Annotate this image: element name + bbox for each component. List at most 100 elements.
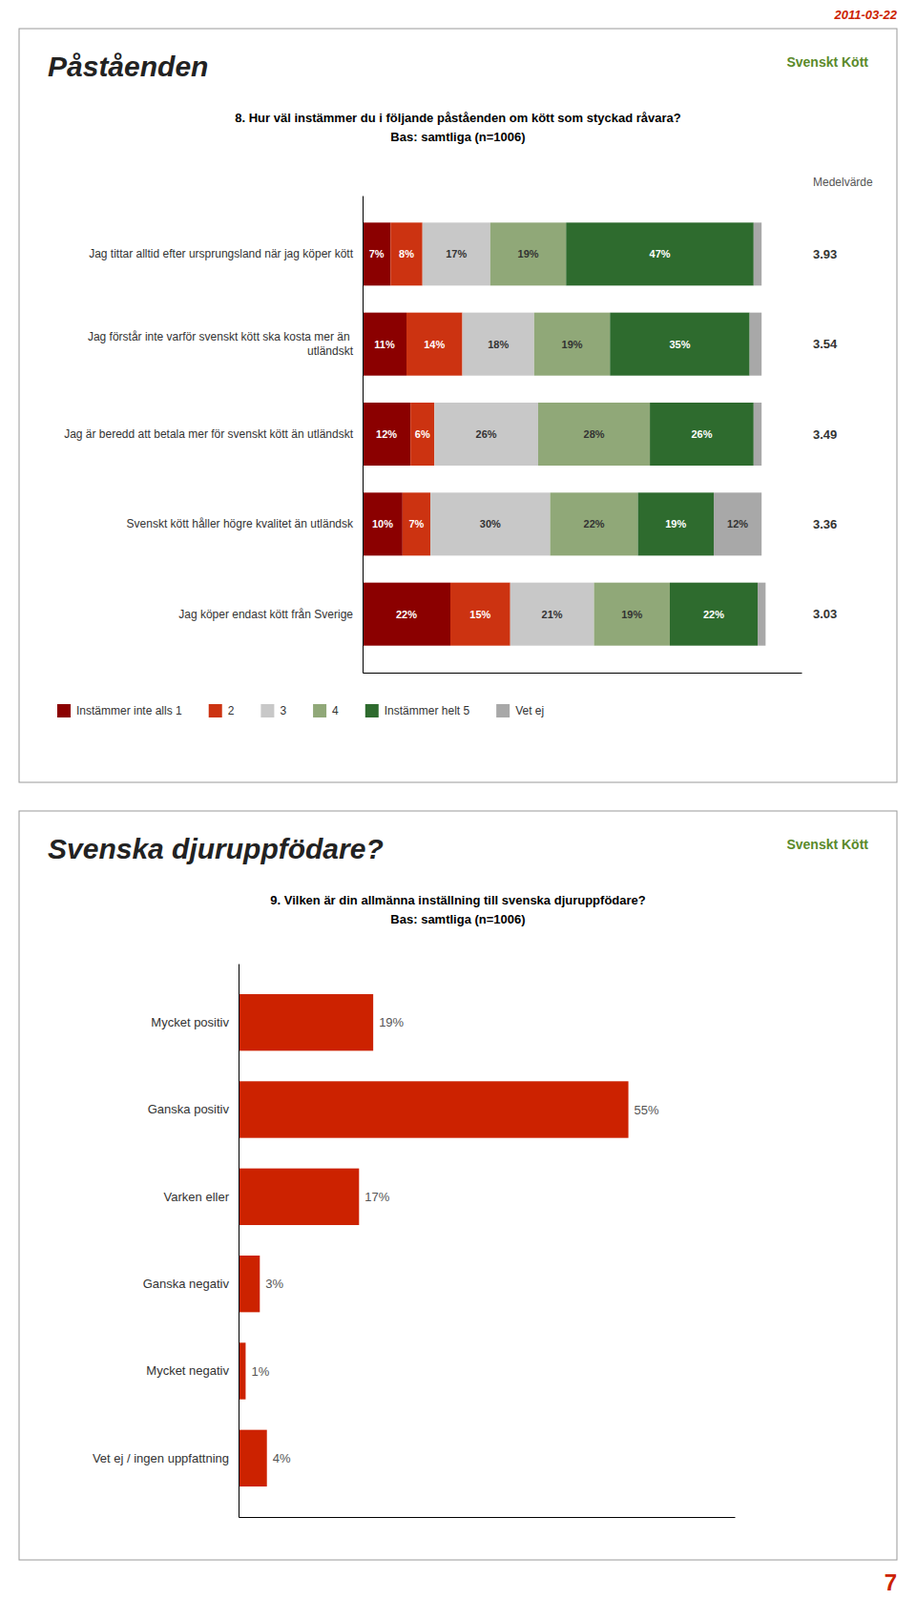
tick-label: Varken eller (164, 1188, 230, 1204)
data-label: 7% (409, 518, 425, 530)
tick-label: Jag är beredd att betala mer för svenskt… (63, 427, 354, 441)
legend-item: Vet ej (496, 704, 544, 718)
bar-segment (749, 312, 763, 376)
tick-label: Mycket positiv (150, 1015, 229, 1030)
bar-segment (410, 402, 435, 466)
tick: Jag är beredd att betala mer för svenskt… (63, 427, 363, 441)
tick-label: Jag tittar alltid efter ursprungsland nä… (88, 247, 354, 261)
tick: Svenskt kött håller högre kvalitet än ut… (126, 517, 363, 531)
x-axis-line (363, 672, 803, 674)
bar-segment (490, 222, 566, 286)
subtitle: 8. Hur väl instämmer du i följande påstå… (234, 110, 681, 125)
bar (238, 994, 374, 1051)
bar-segment (362, 312, 407, 376)
tick-label: Mycket negativ (145, 1363, 229, 1378)
tick: Mycket negativ (145, 1363, 239, 1378)
tick-label: Vet ej / ingen uppfattning (92, 1451, 229, 1466)
legend-swatch (260, 704, 274, 718)
mean-label: 3.03 (812, 606, 837, 622)
tick-label: Jag förstår inte varför svenskt kött ska… (87, 330, 354, 357)
data-label: 7% (369, 248, 385, 260)
tick-label: Ganska positiv (147, 1102, 230, 1117)
bar-segment (362, 402, 411, 466)
subtitle: Bas: samtliga (n=1006) (390, 129, 525, 145)
data-label: 1% (250, 1364, 270, 1379)
y-axis-line (362, 196, 364, 674)
data-label: 30% (479, 518, 501, 530)
tick: Jag förstår inte varför svenskt kött ska… (87, 330, 363, 357)
data-label: 22% (395, 608, 417, 621)
tick: Vet ej / ingen uppfattning (92, 1451, 239, 1466)
x-axis (363, 672, 803, 674)
legend-item: 4 (312, 704, 339, 718)
mean-label: 3.93 (812, 247, 837, 262)
tick-label: Svenskt kött håller högre kvalitet än ut… (126, 517, 354, 531)
legend-swatch (365, 704, 379, 718)
bar-segment (753, 222, 762, 286)
legend-swatch (208, 704, 223, 718)
bar-segment (510, 582, 595, 646)
tick: Ganska positiv (147, 1102, 239, 1117)
chart: PåståendenSvenskt Kött2011-03-228. Hur v… (19, 7, 898, 783)
bar-segment (534, 312, 610, 376)
x-axis (239, 1517, 736, 1519)
tick: Jag tittar alltid efter ursprungsland nä… (88, 247, 363, 261)
legend-label: 3 (279, 704, 287, 718)
data-label: 55% (634, 1103, 660, 1118)
bar-segment (565, 222, 754, 286)
bar-segment (649, 402, 754, 466)
legend-label: Vet ej (515, 704, 544, 718)
data-label: 19% (665, 518, 687, 530)
tick-label: Jag köper endast kött från Sverige (178, 607, 354, 622)
legend-item: Instämmer inte alls 1 (57, 704, 183, 718)
bar-segment (669, 582, 758, 646)
data-label: 22% (703, 608, 725, 621)
bar-segment (362, 222, 391, 286)
bar-segment (638, 492, 714, 556)
data-label: 19% (562, 338, 583, 351)
data-label: 47% (649, 248, 671, 260)
bar-segment (390, 222, 422, 286)
legend-item: 3 (260, 704, 287, 718)
data-label: 19% (621, 608, 643, 621)
subtitle: Bas: samtliga (n=1006) (390, 912, 525, 927)
chart: Svenska djuruppfödare?Svenskt Kött79. Vi… (19, 811, 897, 1596)
legend-label: Instämmer inte alls 1 (76, 704, 183, 718)
title: Svenska djuruppfödare? (47, 832, 384, 865)
data-labels: 7%11%12%10%22%8%14%6%7%15%17%18%26%30%21… (369, 248, 750, 620)
data-label: 8% (398, 248, 415, 260)
data-label: 12% (727, 518, 749, 530)
page-date: 2011-03-22 (832, 7, 897, 22)
tick-label-line: Jag förstår inte varför svenskt kött ska… (87, 330, 354, 344)
data-label: 3% (265, 1276, 284, 1291)
bars (238, 994, 629, 1487)
tick: Ganska negativ (143, 1276, 239, 1291)
mean-label: 3.36 (812, 517, 837, 532)
bar-segment (406, 312, 463, 376)
bar (238, 1081, 629, 1138)
tick-label-line: utländskt (307, 344, 354, 358)
tick-label-line: Jag är beredd att betala mer för svenskt… (63, 427, 354, 441)
data-label: 19% (518, 248, 540, 260)
bar (238, 1168, 359, 1226)
data-label: 18% (487, 338, 509, 351)
data-label: 35% (668, 338, 690, 351)
mean-header: Medelvärde (812, 175, 874, 189)
legend-label: 4 (332, 704, 339, 718)
data-label: 28% (583, 428, 605, 440)
legend-label: 2 (228, 704, 235, 718)
legend-swatch (496, 704, 510, 718)
bar-segment (462, 312, 535, 376)
legend-item: 2 (208, 704, 235, 718)
bar-segment (402, 492, 431, 556)
logo-text: Svenskt Kött (786, 836, 869, 853)
bar-segment (362, 582, 451, 646)
data-label: 17% (364, 1189, 390, 1205)
x-axis-line (239, 1517, 736, 1519)
bar-segment (422, 222, 491, 286)
subtitle: 9. Vilken är din allmänna inställning ti… (270, 893, 646, 908)
bar (238, 1430, 268, 1487)
mean-label: 3.54 (812, 336, 838, 352)
legend-label: Instämmer helt 5 (384, 704, 471, 718)
legend-swatch (57, 704, 71, 718)
